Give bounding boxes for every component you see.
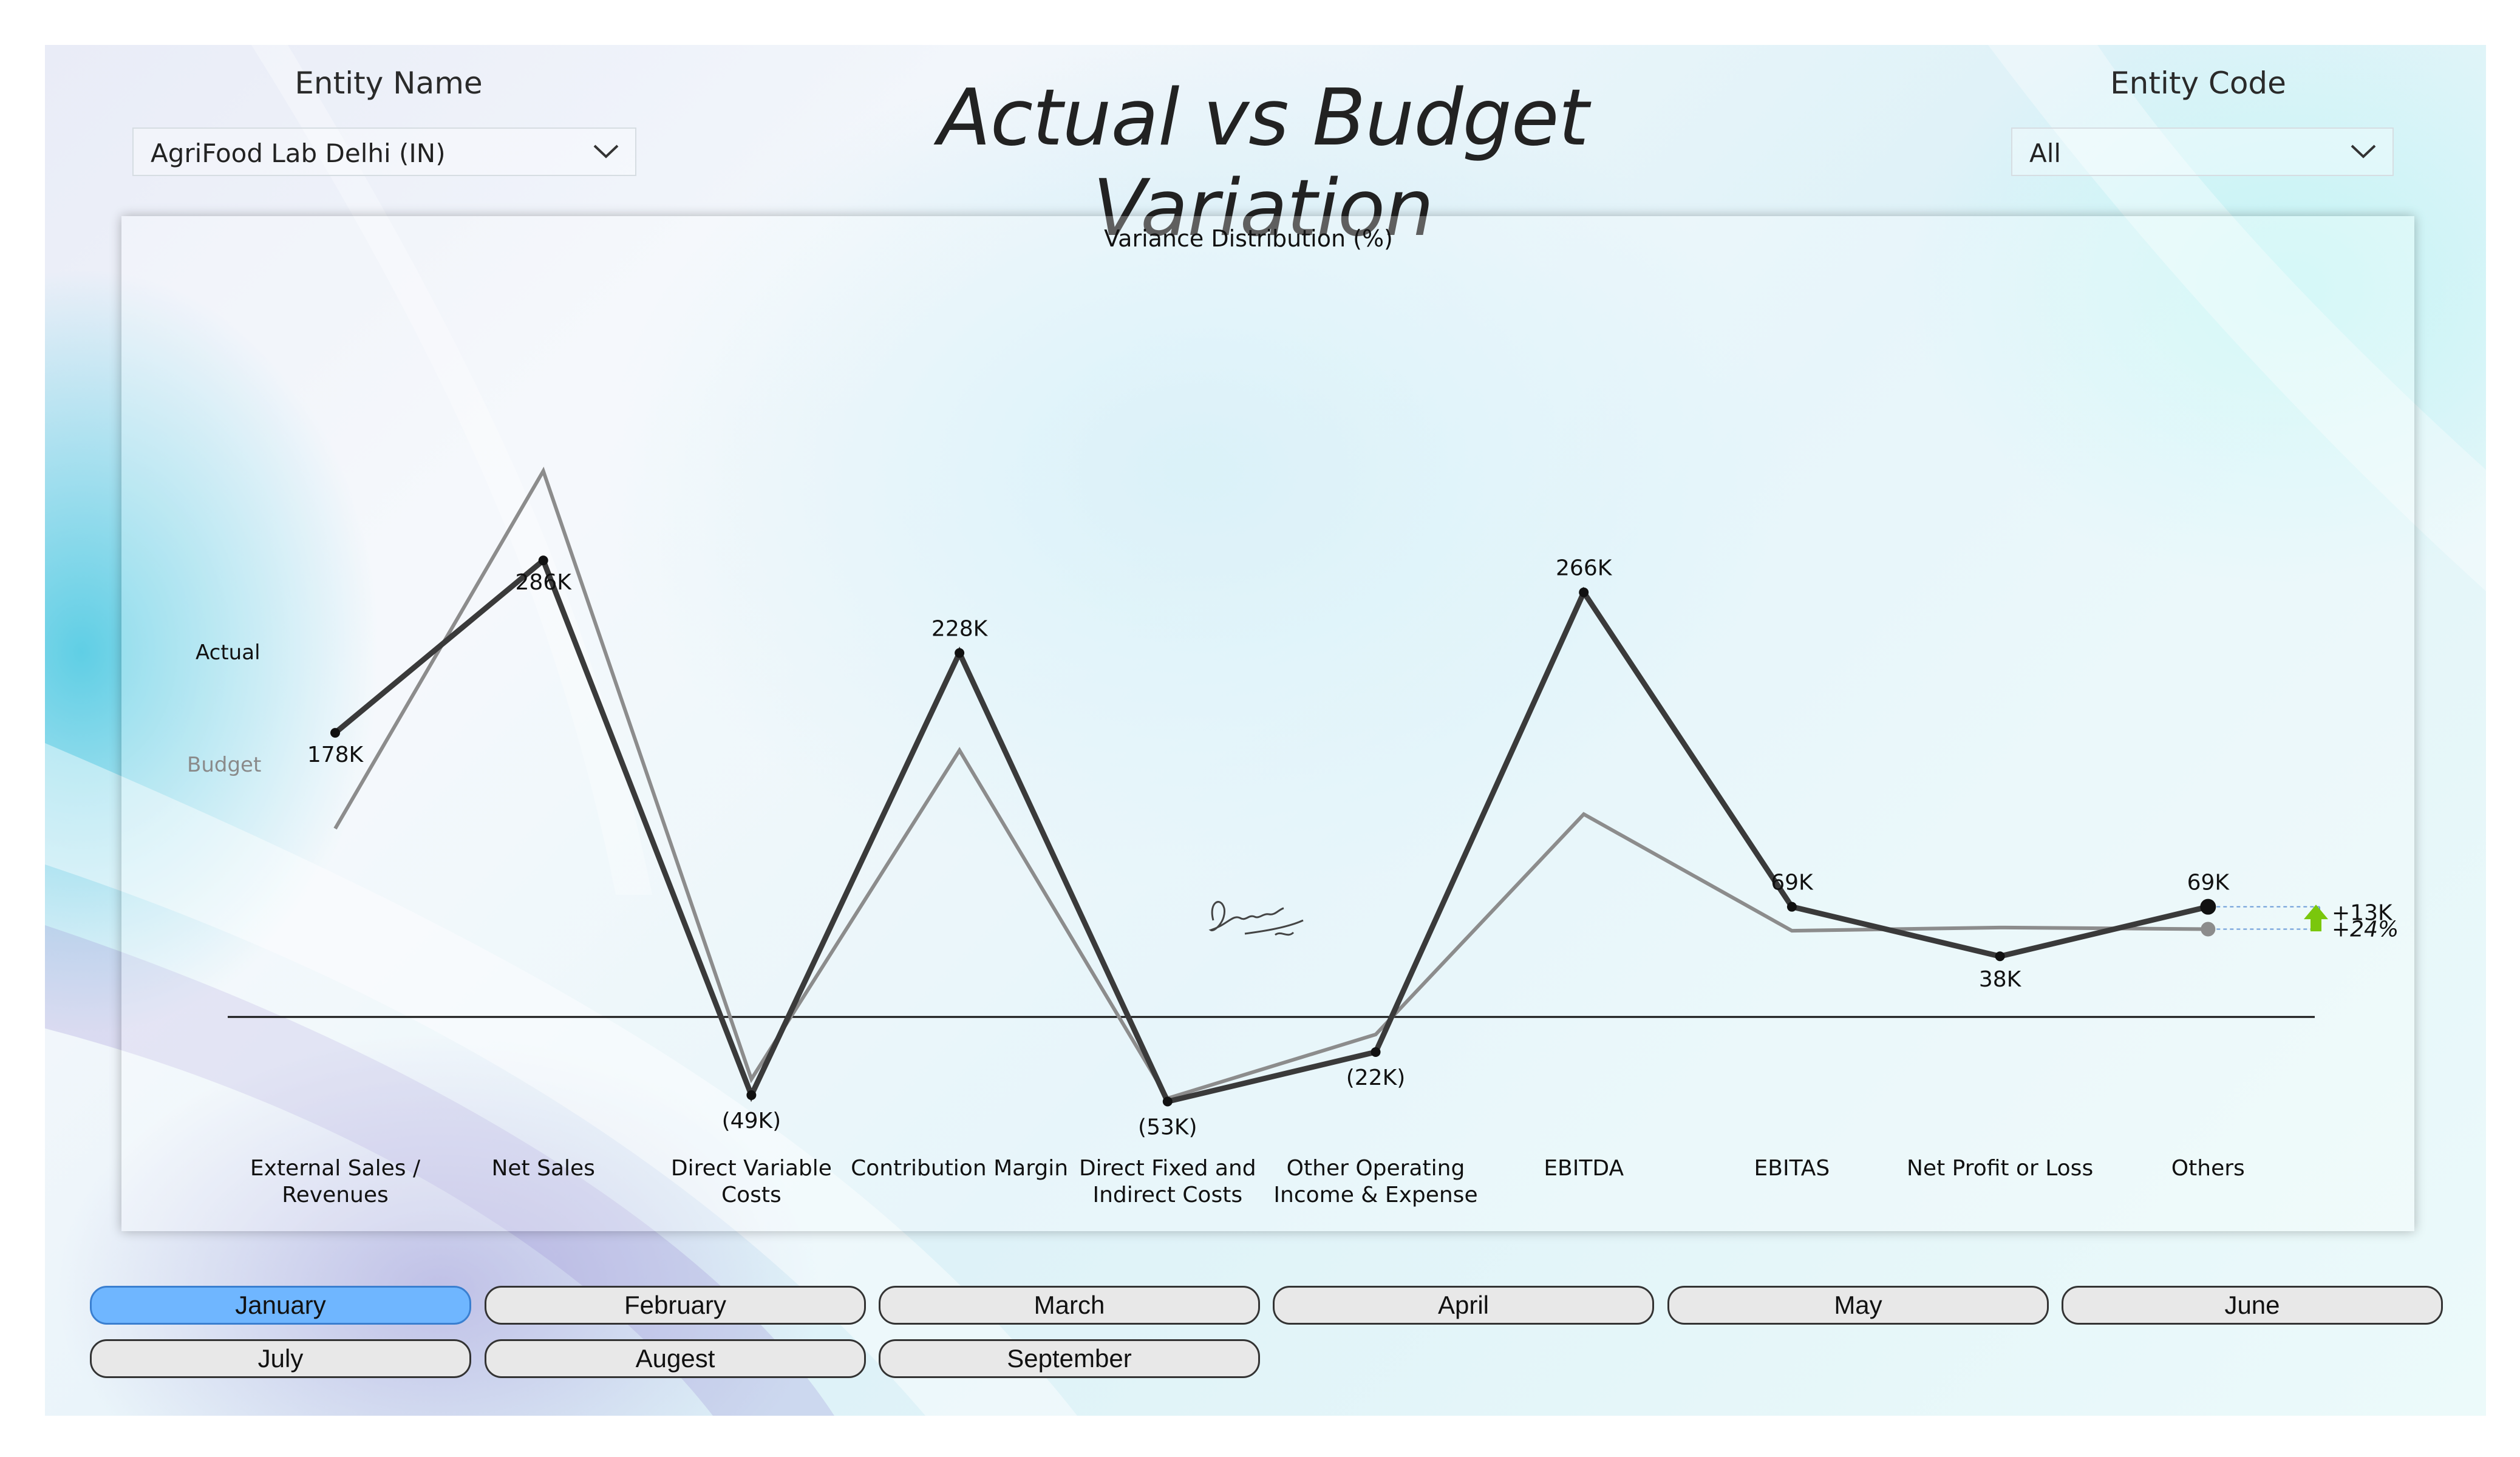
actual-point [955,648,965,658]
variance-pct: +24% [2332,917,2399,942]
actual-point [330,728,340,738]
category-label: Costs [721,1183,782,1207]
data-label: 228K [931,617,989,642]
category-label: Contribution Margin [851,1156,1068,1181]
actual-point [538,555,548,566]
category-label: EBITDA [1544,1156,1624,1181]
category-label: Direct Fixed and [1079,1156,1256,1181]
actual-point [1371,1047,1381,1057]
chevron-down-icon [593,144,619,158]
data-label: 38K [1979,967,2022,992]
data-label: (22K) [1346,1065,1406,1090]
month-button-april[interactable]: April [1273,1286,1654,1325]
category-label: Indirect Costs [1093,1183,1243,1207]
category-label: EBITAS [1754,1156,1830,1181]
dashboard-background [45,45,2486,1416]
actual-series-line [333,555,2209,1105]
month-button-february[interactable]: February [485,1286,866,1325]
entity-name-dropdown[interactable]: AgriFood Lab Delhi (IN) [132,127,636,176]
legend-budget: Budget [187,753,261,777]
chevron-down-icon [2351,144,2376,158]
entity-code-label: Entity Code [2110,66,2286,101]
category-label: External Sales / [250,1156,421,1181]
month-button-july[interactable]: July [90,1339,471,1378]
budget-series-line [333,466,2208,1101]
chart-panel: Variance Distribution (%) 178K 286K (49K) 2… [121,216,2414,1231]
month-button-january[interactable]: January [90,1286,471,1325]
month-button-june[interactable]: June [2062,1286,2443,1325]
month-button-augest[interactable]: Augest [485,1339,866,1378]
actual-point [1786,902,1797,912]
data-label: (53K) [1138,1115,1197,1139]
month-button-september[interactable]: September [879,1339,1260,1378]
actual-point [1995,951,2005,962]
chart-title: Variance Distribution (%) [1104,225,1393,252]
month-button-may[interactable]: May [1667,1286,2049,1325]
actual-point [1162,1096,1173,1107]
data-label: 178K [307,742,364,767]
category-label: Net Sales [491,1156,594,1181]
entity-code-dropdown[interactable]: All [2011,127,2394,176]
variance-line-chart: Variance Distribution (%) 178K 286K (49K) 2… [187,225,2399,1207]
category-label: Income & Expense [1273,1183,1477,1207]
data-label: 69K [2187,871,2230,895]
variance-abs: +13K [2332,901,2393,926]
page-title: Actual vs Budget Variation [938,73,1589,254]
category-label: Direct Variable [671,1156,832,1181]
data-label: 266K [1556,556,1613,581]
entity-name-value: AgriFood Lab Delhi (IN) [151,138,446,168]
category-label: Other Operating [1287,1156,1465,1181]
budget-point-others [2201,922,2216,937]
month-button-march[interactable]: March [879,1286,1260,1325]
data-label: 286K [516,570,573,595]
actual-point [1579,587,1589,597]
legend-actual: Actual [196,640,261,665]
category-label: Revenues [282,1183,389,1207]
category-label: Net Profit or Loss [1907,1156,2093,1181]
signature [1208,901,1304,936]
actual-point [2200,898,2216,915]
actual-point [746,1090,757,1100]
data-label: 69K [1771,871,1814,895]
up-arrow-icon [2304,905,2328,932]
entity-code-value: All [2029,138,2062,168]
category-label: Others [2171,1156,2245,1181]
entity-name-label: Entity Name [295,66,483,101]
data-label: (49K) [722,1109,782,1133]
